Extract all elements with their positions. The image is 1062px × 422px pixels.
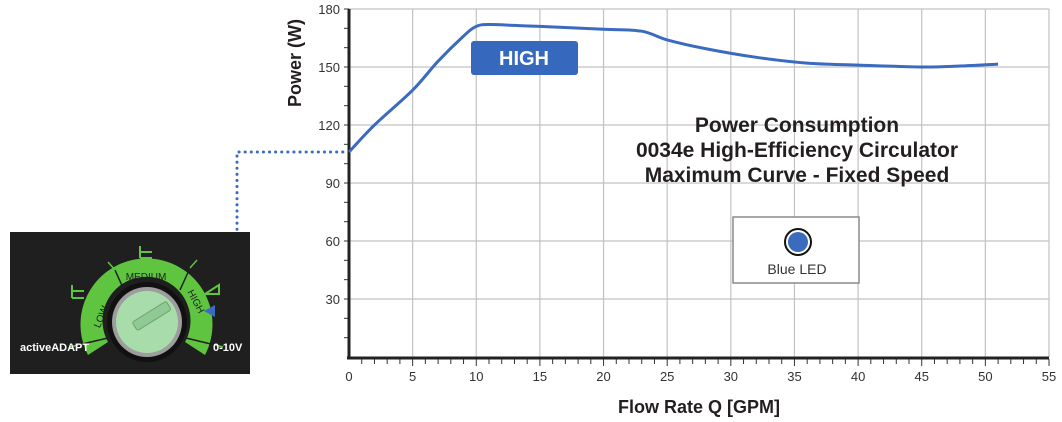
medium-curve-icon <box>139 246 152 259</box>
x-tick-label: 45 <box>914 369 928 384</box>
x-tick-label: 0 <box>345 369 352 384</box>
series-badge-high: HIGH <box>471 41 578 75</box>
legend-label: Blue LED <box>767 261 826 277</box>
title-line-1: Power Consumption <box>695 114 899 137</box>
y-tick-label: 30 <box>326 292 340 307</box>
x-tick-label: 35 <box>787 369 801 384</box>
low-curve-icon <box>71 285 84 299</box>
axis-ticks <box>344 8 1050 366</box>
y-tick-label: 120 <box>318 118 340 133</box>
x-tick-label: 15 <box>533 369 547 384</box>
x-tick-label: 40 <box>851 369 865 384</box>
selected-arrow-icon <box>204 305 215 317</box>
y-axis-title: Power (W) <box>285 19 305 107</box>
dial-left-label: activeADAPT <box>20 342 89 354</box>
dial-pointer <box>132 301 172 331</box>
blue-led-icon <box>788 232 808 252</box>
y-tick-label: 60 <box>326 234 340 249</box>
svg-text:HIGH: HIGH <box>499 48 549 70</box>
dial-right-label: 0-10V <box>213 342 243 354</box>
x-tick-label: 55 <box>1042 369 1056 384</box>
high-curve-icon <box>201 283 220 295</box>
x-tick-label: 5 <box>409 369 416 384</box>
legend-box: Blue LED <box>732 216 860 284</box>
dial-panel: LOW MEDIUM HIGH activeADAPT 0-10V <box>10 232 250 374</box>
title-line-3: Maximum Curve - Fixed Speed <box>645 164 950 187</box>
x-tick-label: 10 <box>469 369 483 384</box>
power-curve-high <box>347 22 999 154</box>
x-axis-title: Flow Rate Q [GPM] <box>618 397 780 417</box>
chart-grid <box>349 8 1050 357</box>
title-line-2: 0034e High-Efficiency Circulator <box>636 139 958 162</box>
x-tick-label: 30 <box>724 369 738 384</box>
x-tick-label: 25 <box>660 369 674 384</box>
y-tick-label: 90 <box>326 176 340 191</box>
x-tick-label: 20 <box>596 369 610 384</box>
x-tick-label: 50 <box>978 369 992 384</box>
y-tick-label: 150 <box>318 60 340 75</box>
y-tick-label: 180 <box>318 2 340 17</box>
chart-title: Power Consumption 0034e High-Efficiency … <box>636 114 958 187</box>
dial-label-medium: MEDIUM <box>126 272 167 283</box>
tick-labels: 0 5 10 15 20 25 30 35 40 45 50 55 30 60 90 120 150 180 <box>318 2 1056 384</box>
speed-selector-arc <box>80 258 213 355</box>
